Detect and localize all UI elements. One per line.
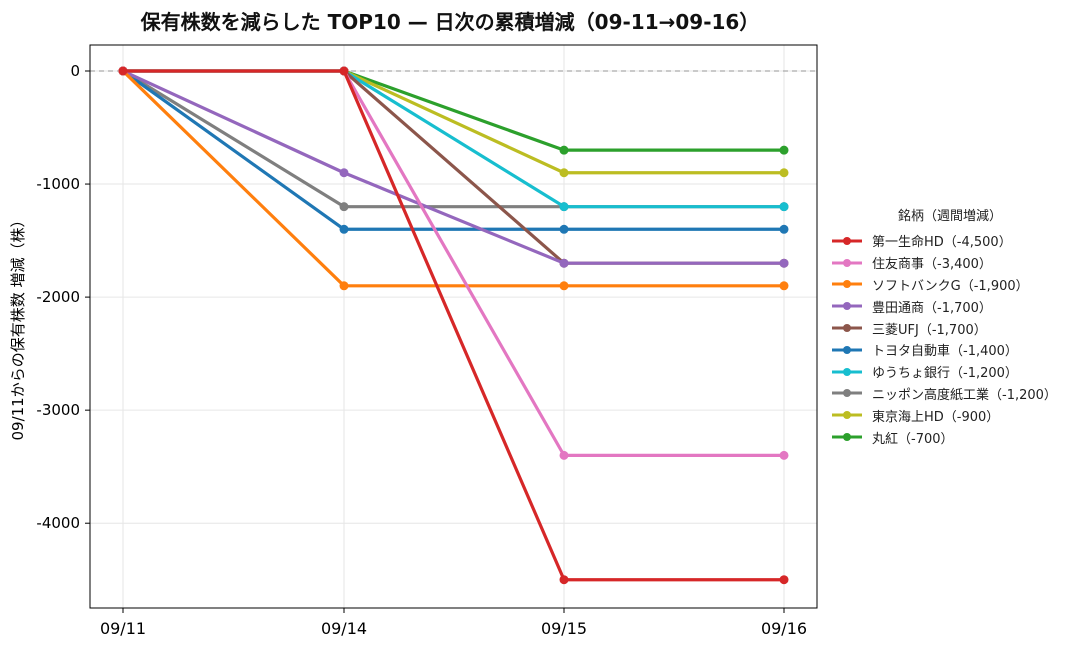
legend-item: 東京海上HD（-900） [830, 404, 1080, 426]
series-line [121, 69, 784, 288]
data-point [339, 66, 349, 76]
data-point [559, 450, 569, 460]
data-point [118, 66, 128, 76]
legend-item: トヨタ自動車（-1,400） [830, 339, 1080, 361]
legend-swatch [832, 258, 862, 267]
legend-label: トヨタ自動車（-1,400） [872, 344, 1018, 360]
legend-swatch [832, 302, 862, 311]
x-tick-label: 09/15 [541, 619, 587, 638]
legend-items: 第一生命HD（-4,500） 住友商事（-3,400） ソフトバンクG（-1,900… [830, 230, 1080, 448]
data-point [779, 168, 789, 178]
legend-item: ゆうちょ銀行（-1,200） [830, 361, 1080, 383]
data-point [339, 281, 349, 291]
series-line [123, 69, 784, 582]
legend-item: 住友商事（-3,400） [830, 252, 1080, 274]
y-tick-label: -3000 [36, 401, 80, 419]
data-point [559, 575, 569, 585]
y-tick-label: 0 [70, 62, 80, 80]
legend-label: ソフトバンクG（-1,900） [872, 278, 1029, 294]
data-point [779, 224, 789, 234]
series-line [123, 69, 784, 175]
legend-item: ニッポン高度紙工業（-1,200） [830, 383, 1080, 405]
data-point [779, 258, 789, 268]
data-point [779, 575, 789, 585]
plot-frame [89, 44, 818, 609]
legend-label: 豊田通商（-1,700） [872, 300, 992, 316]
x-tick-label: 09/11 [100, 619, 146, 638]
legend-swatch [832, 367, 862, 376]
data-point [339, 224, 349, 234]
legend-swatch [832, 280, 862, 289]
legend-label: 三菱UFJ（-1,700） [872, 322, 987, 338]
legend-swatch [832, 345, 862, 354]
series-2 [118, 66, 789, 291]
legend-label: 東京海上HD（-900） [872, 409, 1000, 425]
legend-swatch [832, 411, 862, 420]
x-tick-label: 09/16 [761, 619, 807, 638]
series-4 [118, 66, 789, 268]
legend-swatch [832, 324, 862, 333]
series-0 [118, 66, 789, 585]
legend-label: 住友商事（-3,400） [872, 257, 992, 273]
legend-label: ゆうちょ銀行（-1,200） [872, 366, 1018, 382]
legend-swatch [832, 236, 862, 245]
data-point [559, 168, 569, 178]
x-tick-label: 09/14 [321, 619, 367, 638]
legend-label: ニッポン高度紙工業（-1,200） [872, 387, 1057, 403]
legend-item: 第一生命HD（-4,500） [830, 230, 1080, 252]
series-line [123, 69, 784, 209]
chart-title: 保有株数を減らした TOP10 — 日次の累積増減（09-11→09-16） [140, 10, 760, 34]
legend: 銘柄（週間増減） 第一生命HD（-4,500） 住友商事（-3,400） ソフトバン… [830, 205, 1080, 448]
data-point [559, 258, 569, 268]
data-point [559, 202, 569, 212]
legend-item: 丸紅（-700） [830, 426, 1080, 448]
legend-label: 第一生命HD（-4,500） [872, 235, 1012, 251]
series-line [122, 69, 784, 265]
series-line [122, 69, 784, 231]
data-point [559, 224, 569, 234]
data-point [559, 145, 569, 155]
legend-item: 豊田通商（-1,700） [830, 295, 1080, 317]
data-point [779, 202, 789, 212]
y-tick-label: -4000 [36, 514, 80, 532]
data-point [339, 202, 349, 212]
data-point [779, 281, 789, 291]
legend-item: 三菱UFJ（-1,700） [830, 317, 1080, 339]
data-point [779, 450, 789, 460]
legend-swatch [832, 433, 862, 442]
data-point [339, 168, 349, 178]
y-axis-label: 09/11からの保有株数 増減（株） [9, 213, 27, 441]
series-3 [118, 66, 789, 268]
data-point [779, 145, 789, 155]
y-tick-label: -1000 [36, 175, 80, 193]
series-8 [118, 66, 789, 178]
legend-swatch [832, 389, 862, 398]
legend-item: ソフトバンクG（-1,900） [830, 274, 1080, 296]
y-tick-label: -2000 [36, 288, 80, 306]
legend-title: 銘柄（週間増減） [897, 209, 1002, 224]
legend-label: 丸紅（-700） [872, 431, 954, 447]
data-point [559, 281, 569, 291]
